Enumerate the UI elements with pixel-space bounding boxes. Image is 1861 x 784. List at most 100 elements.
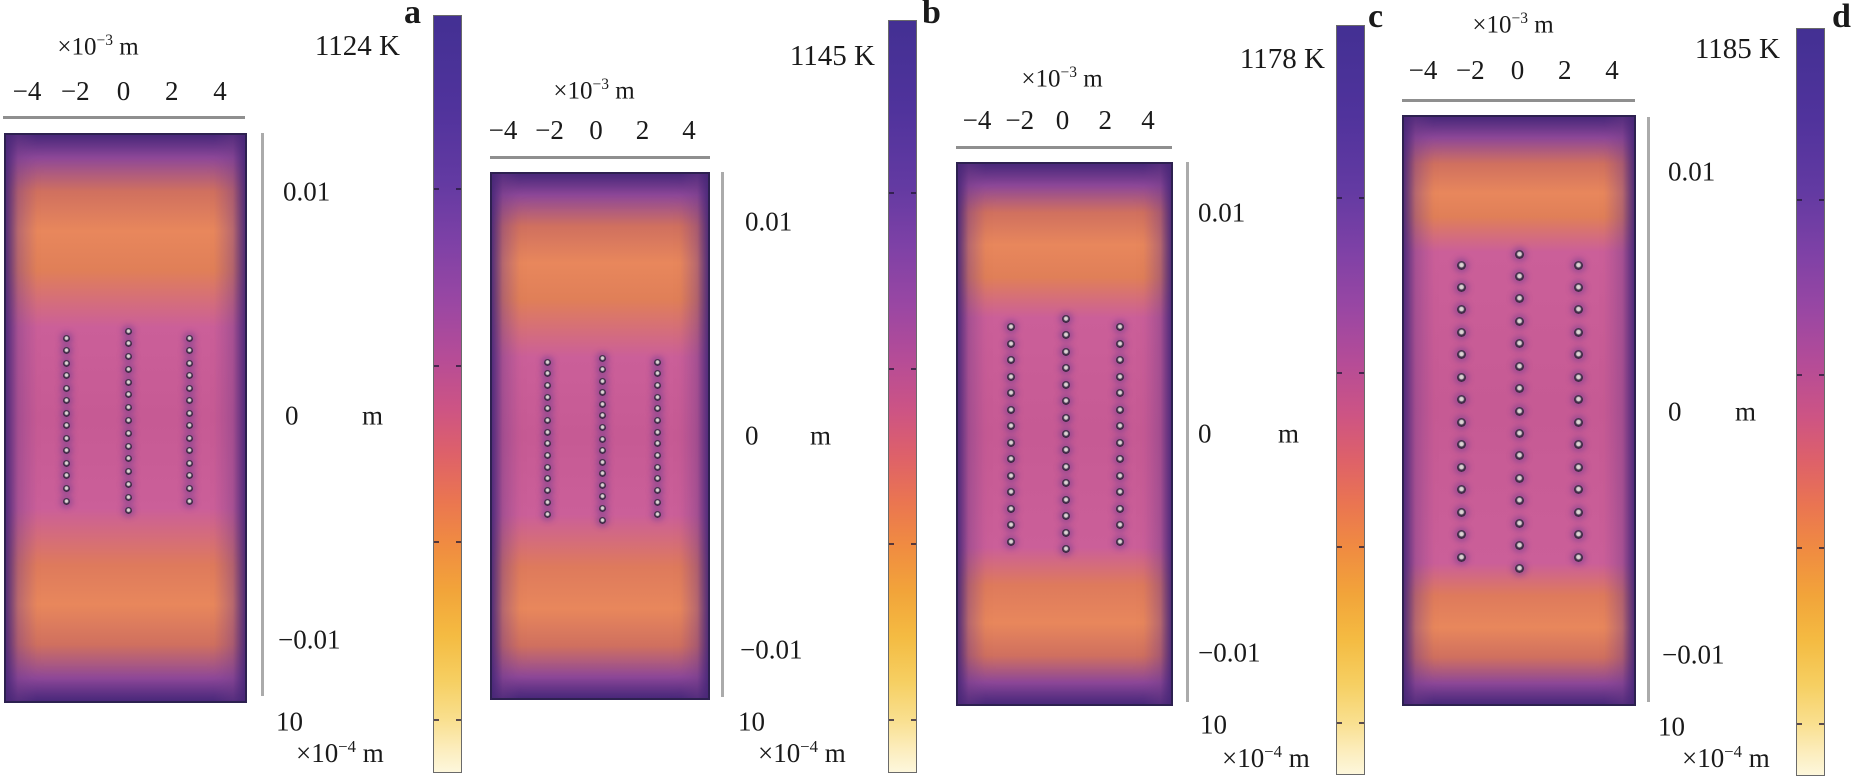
hole-dot — [185, 434, 193, 442]
y-axis-label-bottom: −0.01 — [1662, 639, 1725, 670]
x-axis-title-base: ×10 — [553, 77, 593, 105]
y-axis-label-top: 0.01 — [1668, 156, 1716, 187]
hole-dot — [1456, 417, 1466, 427]
colorbar-tick — [1337, 721, 1364, 724]
x-axis-title: ×10−3 m — [1448, 10, 1578, 39]
hole-dot — [543, 463, 551, 471]
hole-dot — [1007, 538, 1015, 546]
hole-dot — [1456, 552, 1466, 562]
y-axis-unit: m — [1735, 396, 1757, 427]
hole-dot — [653, 452, 661, 460]
x-tick: 4 — [213, 76, 227, 106]
hole-dot — [653, 498, 661, 506]
y-axis-line — [261, 133, 264, 696]
hole-dot — [62, 347, 70, 355]
hole-dot — [1007, 339, 1015, 348]
hole-dot — [1456, 485, 1466, 495]
panel-a: ×10−3 m −4 −2 0 2 4 0.01 0 m −0.01 10 ×1… — [0, 0, 470, 784]
hole-dot — [1514, 541, 1524, 551]
hole-dot — [1062, 512, 1070, 521]
y-axis-line — [721, 172, 724, 697]
hole-dot — [185, 347, 193, 355]
y-axis-label-bottom: −0.01 — [1198, 637, 1261, 668]
x-tick: −2 — [1005, 105, 1035, 135]
colorbar-tick — [889, 719, 916, 722]
hole-dot — [185, 459, 193, 467]
hole-dot — [1514, 496, 1524, 506]
hole-dot — [598, 458, 606, 466]
y-axis-label-zero: 0 — [1198, 418, 1212, 449]
depth-scale-label: ×10−4 m — [758, 737, 846, 769]
x-tick: −4 — [1408, 55, 1438, 85]
hole-dot — [598, 435, 606, 443]
x-tick: 0 — [1055, 105, 1070, 135]
x-axis-title-unit: m — [1076, 65, 1103, 93]
hole-dot — [124, 442, 132, 450]
hole-dot — [185, 447, 193, 455]
y-axis-label-bottom: −0.01 — [278, 624, 341, 655]
y-axis-line — [1647, 117, 1650, 702]
hole-dot — [1514, 249, 1524, 259]
hole-dot — [653, 393, 661, 401]
x-tick: −2 — [1455, 55, 1485, 85]
x-axis-title-base: ×10 — [1021, 65, 1061, 93]
hole-dot — [1514, 316, 1524, 326]
depth-scale-base: ×10 — [758, 738, 801, 768]
hole-dot — [653, 381, 661, 389]
hole-dot — [1573, 260, 1583, 270]
hole-dot — [185, 422, 193, 430]
hole-dot — [185, 472, 193, 480]
x-axis-title: ×10−3 m — [997, 64, 1127, 93]
colorbar-tick — [434, 365, 461, 368]
panel-letter-c: c — [1368, 0, 1384, 35]
y-axis-label-zero: 0 — [285, 400, 299, 431]
heatmap-a — [4, 133, 247, 703]
x-axis-ticks: −4 −2 0 2 4 — [486, 115, 706, 146]
colorbar-d — [1796, 28, 1825, 776]
x-axis-ticks: −4 −2 0 2 4 — [1406, 55, 1629, 86]
hole-dot — [1456, 440, 1466, 450]
hole-dot — [1116, 323, 1124, 331]
hole-dot — [1062, 347, 1070, 356]
x-axis-ticks: −4 −2 0 2 4 — [960, 105, 1165, 136]
hole-dot — [1062, 364, 1070, 373]
hole-dot — [1116, 438, 1124, 447]
panel-b: ×10−3 m −4 −2 0 2 4 0.01 0 m −0.01 10 ×1… — [470, 0, 950, 784]
hole-dot — [1573, 507, 1583, 517]
x-axis-line — [490, 156, 710, 159]
colorbar-tick — [1797, 547, 1824, 550]
hole-dot — [185, 397, 193, 405]
hole-dot — [1456, 372, 1466, 382]
colorbar-b — [888, 20, 917, 773]
hole-dot — [653, 487, 661, 495]
depth-value: 10 — [1200, 709, 1227, 740]
x-axis-title-exponent: −3 — [1511, 10, 1528, 27]
hole-dot — [1062, 479, 1070, 488]
y-axis-label-top: 0.01 — [283, 176, 331, 207]
colorbar-max-temperature: 1145 K — [789, 40, 875, 72]
colorbar-tick — [1797, 373, 1824, 376]
hole-dot — [1116, 422, 1124, 431]
hole-dot — [1573, 395, 1583, 405]
hole-dot — [598, 389, 606, 397]
hole-dot — [1062, 495, 1070, 504]
colorbar-a — [433, 15, 462, 773]
hole-dot — [1573, 440, 1583, 450]
colorbar-tick — [889, 367, 916, 370]
colorbar-tick — [1337, 371, 1364, 374]
y-axis-label-zero: 0 — [745, 420, 759, 451]
hole-dot — [543, 475, 551, 483]
hole-dot — [543, 487, 551, 495]
hole-dot — [124, 391, 132, 399]
depth-scale-unit: m — [1742, 743, 1770, 773]
y-axis-label-top: 0.01 — [745, 206, 793, 237]
hole-dot — [1062, 545, 1070, 553]
x-axis-title-base: ×10 — [1472, 11, 1512, 39]
hole-dot — [1116, 405, 1124, 414]
colorbar-c — [1336, 25, 1365, 775]
hole-dot — [1116, 504, 1124, 513]
hole-dot — [124, 340, 132, 348]
hole-dot — [1456, 507, 1466, 517]
hole-dot — [653, 440, 661, 448]
hole-dot — [1514, 451, 1524, 461]
